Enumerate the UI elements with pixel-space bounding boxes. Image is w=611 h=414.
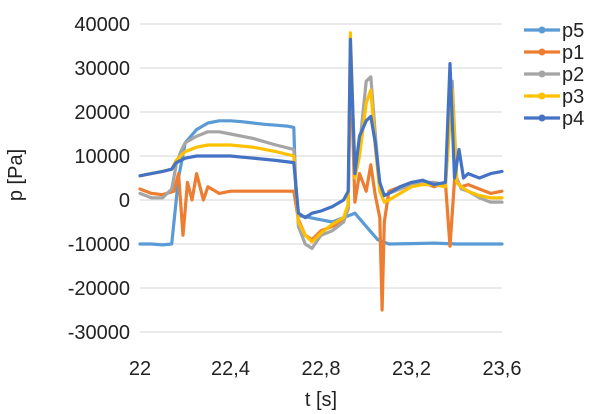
x-tick-label: 22,4 [211, 358, 250, 380]
x-axis-title: t [s] [305, 389, 337, 411]
y-tick-label: 20000 [74, 102, 130, 124]
y-tick-label: 10000 [74, 146, 130, 168]
x-tick-label: 22 [129, 358, 151, 380]
legend-marker-p3 [538, 92, 546, 100]
x-tick-label: 23,6 [483, 358, 522, 380]
legend-label-p4: p4 [562, 108, 584, 130]
series-line-p4 [138, 37, 504, 220]
y-tick-labels: -30000 -20000 -10000 0 10000 20000 30000 40000 [68, 14, 130, 344]
y-tick-label: -10000 [68, 234, 130, 256]
y-tick-label: -20000 [68, 278, 130, 300]
series-lines [138, 31, 504, 312]
x-tick-label: 23,2 [392, 358, 431, 380]
y-tick-label: -30000 [68, 322, 130, 344]
legend-marker-p5 [538, 26, 546, 34]
x-tick-label: 22,8 [302, 358, 341, 380]
legend-label-p3: p3 [562, 86, 584, 108]
legend-marker-p4 [538, 114, 546, 122]
x-tick-labels: 22 22,4 22,8 23,2 23,6 [129, 358, 522, 380]
legend-label-p5: p5 [562, 20, 584, 42]
y-tick-label: 40000 [74, 14, 130, 36]
legend-label-p2: p2 [562, 64, 584, 86]
legend-marker-p1 [538, 48, 546, 56]
legend-marker-p2 [538, 70, 546, 78]
y-axis-title: p [Pa] [5, 149, 27, 201]
y-tick-label: 30000 [74, 58, 130, 80]
y-tick-label: 0 [119, 190, 130, 212]
legend-label-p1: p1 [562, 42, 584, 64]
